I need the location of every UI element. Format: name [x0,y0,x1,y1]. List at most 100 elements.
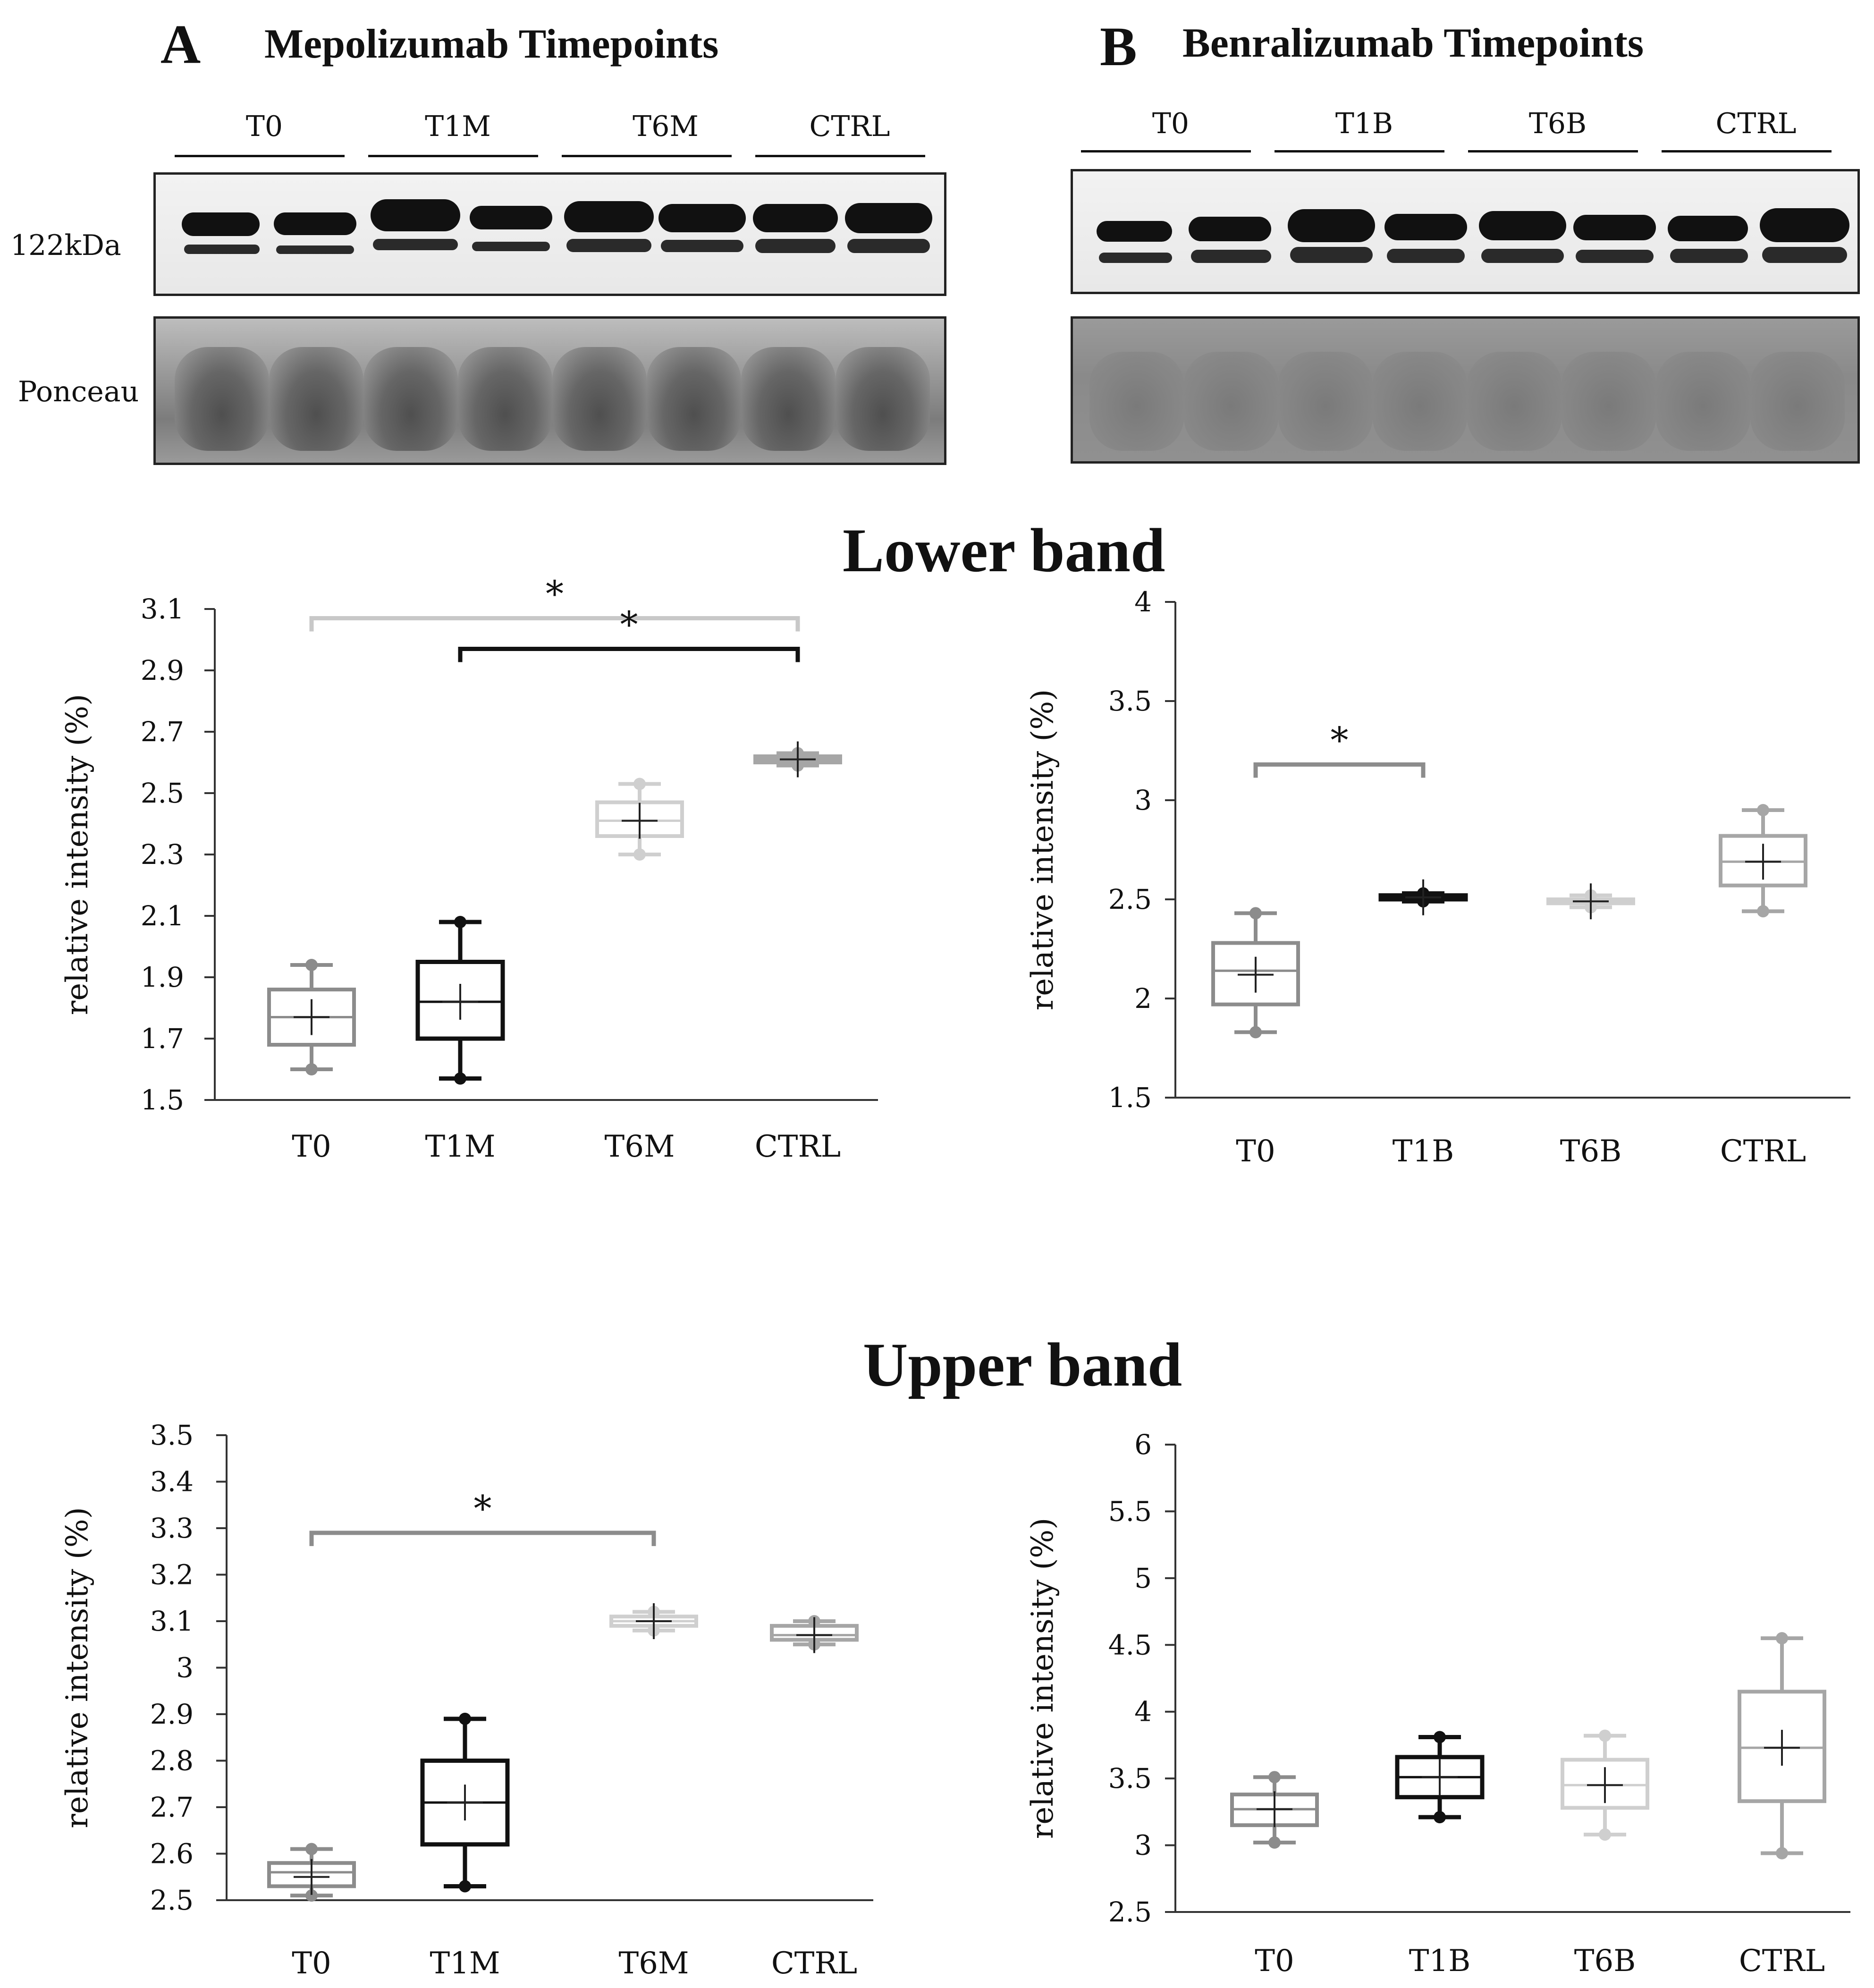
blot-band [658,204,746,232]
blot-band [1576,250,1654,263]
x-tick-label: T6M [619,1946,689,1981]
box-iqr [415,960,505,1041]
y-tick-label: 2 [1134,982,1152,1015]
y-tick-label: 1.9 [141,961,184,993]
y-tick-label: 4 [1134,586,1152,618]
blot-b-lane-line [1468,150,1638,152]
ponceau-lane [1467,352,1562,451]
y-tick-label: 3.1 [141,593,184,625]
box-min-point [1434,1811,1446,1824]
y-tick-label: 5.5 [1108,1495,1152,1527]
x-tick-label: T6B [1574,1944,1636,1979]
ponceau-lane [741,347,836,451]
x-tick-label: CTRL [1739,1944,1825,1979]
box-min-point [454,1072,466,1085]
blot-band [1668,216,1748,241]
x-tick-label: T1M [430,1946,500,1981]
box-min-point [305,1063,318,1075]
y-tick-label: 3.3 [150,1512,194,1544]
box-max-point [1757,804,1769,816]
box-max-point [454,916,466,928]
blot-a-lane-line [562,155,732,157]
box-max-point [305,959,318,971]
ponceau-lane [458,347,552,451]
x-tick-label: T6B [1560,1134,1621,1169]
blot-band [182,212,260,236]
ponceau-lane [175,347,269,451]
box-max-point [633,778,646,790]
y-tick-label: 5 [1134,1562,1152,1594]
y-tick-label: 4 [1134,1696,1152,1728]
y-tick-label: 2.9 [141,654,184,686]
blot-a-lane-t1m: T1M [425,110,491,143]
box-min-point [1249,1026,1262,1039]
blot-band [1384,214,1467,240]
significance-star: * [1331,719,1349,761]
ponceau-label: Ponceau [18,375,139,408]
y-tick-label: 2.7 [141,716,184,748]
y-axis-label: relative intensity (%) [1025,689,1060,1010]
ponceau-lane [647,347,741,451]
blot-band [1288,209,1375,242]
y-axis-label: relative intensity (%) [1025,1518,1060,1839]
box-max-point [1776,1632,1788,1645]
x-tick-label: T1B [1393,1134,1454,1169]
significance-star: * [474,1488,492,1530]
blot-band [1290,247,1373,263]
blot-band [1191,250,1271,263]
significance-star: * [620,604,638,646]
blot-band [753,204,838,232]
box-iqr [1561,1758,1649,1810]
y-tick-label: 3.5 [1108,685,1152,717]
blot-a-ponceau [153,316,946,465]
blot-band [373,239,458,250]
y-tick-label: 3.1 [150,1605,194,1637]
x-tick-label: T0 [1255,1944,1294,1979]
x-tick-label: T0 [292,1129,331,1164]
panel-a-letter: A [160,13,201,75]
box-max-point [305,1843,318,1855]
blot-b-lane-t1b: T1B [1335,107,1393,140]
box-max-point [1249,907,1262,920]
blot-band [371,199,460,231]
box-min-point [459,1880,471,1893]
y-tick-label: 3.5 [150,1419,194,1451]
blot-b-lane-ctrl: CTRL [1715,107,1797,140]
panel-b-letter: B [1100,16,1137,77]
significance-bracket [458,647,800,662]
blot-b-lane-line [1275,150,1444,152]
blot-a-bands [153,172,946,296]
blot-a-lane-t6m: T6M [633,110,699,143]
blot-band [1189,217,1271,241]
blot-band [1670,249,1748,263]
blot-b-lane-line [1662,150,1832,152]
y-tick-label: 6 [1134,1429,1152,1461]
y-tick-label: 2.8 [150,1745,194,1777]
x-tick-label: CTRL [755,1129,841,1164]
blot-band [1387,249,1465,263]
y-tick-label: 1.7 [141,1023,184,1055]
ponceau-lane [836,347,930,451]
blot-a-lane-line [368,155,538,157]
blot-band [1573,215,1656,240]
blot-band [472,242,550,251]
y-axis-label: relative intensity (%) [60,694,95,1015]
ponceau-lane [1656,352,1750,451]
x-tick-label: CTRL [1720,1134,1806,1169]
y-tick-label: 3 [1134,784,1152,816]
y-tick-label: 2.6 [150,1838,194,1870]
y-tick-label: 2.5 [1108,1896,1152,1928]
y-tick-label: 3 [1134,1829,1152,1861]
blot-band [755,239,836,253]
blot-band [274,212,356,235]
blot-band [1099,253,1172,263]
x-tick-label: T0 [1236,1134,1275,1169]
box-max-point [459,1712,471,1725]
blot-a-lane-line [175,155,345,157]
ponceau-lane [1750,352,1845,451]
y-tick-label: 3.4 [150,1466,194,1498]
box-iqr [1738,1690,1826,1803]
